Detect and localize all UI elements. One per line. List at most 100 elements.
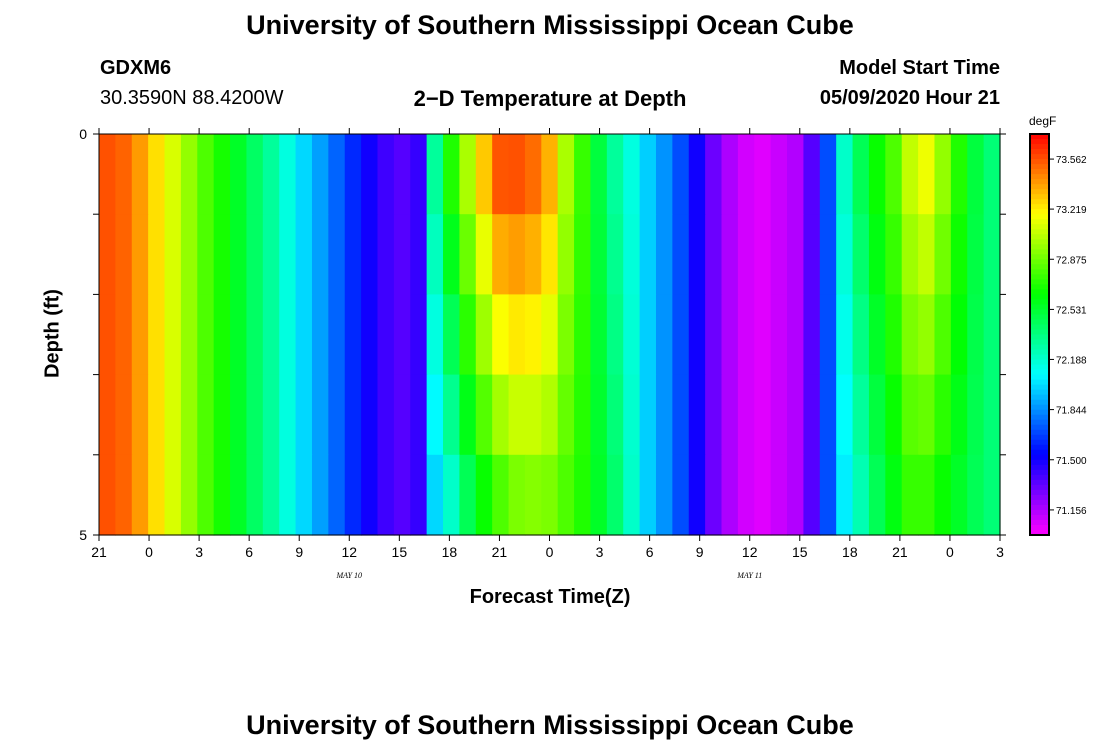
heatmap-cell [836,134,854,215]
heatmap-cell [623,134,641,215]
heatmap-cell [180,134,198,215]
heatmap-cell [574,454,592,536]
heatmap-cell [361,294,379,376]
heatmap-cell [410,294,428,376]
colorbar-segment [1030,494,1049,501]
heatmap-cell [213,134,231,215]
heatmap-cell [328,214,346,295]
x-tick-label: 21 [492,544,508,560]
colorbar-segment [1030,364,1049,371]
colorbar-segment [1030,314,1049,321]
colorbar-segment [1030,319,1049,326]
x-tick-label: 6 [245,544,253,560]
heatmap-cell [508,294,526,376]
heatmap-cell [885,134,903,215]
heatmap-cell [868,214,886,295]
heatmap-cell [705,134,723,215]
colorbar-segment [1030,144,1049,150]
colorbar-segment [1030,404,1049,411]
heatmap-cell [164,214,182,295]
heatmap-cell [705,374,723,456]
colorbar-unit: degF [1029,114,1057,128]
colorbar-segment [1030,464,1049,471]
heatmap-cell [311,454,329,536]
heatmap-cell [672,454,690,536]
x-tick-label: 0 [145,544,153,560]
heatmap-cell [754,374,772,456]
heatmap-cell [410,134,428,215]
heatmap-cell [868,294,886,376]
heatmap-cell [279,134,297,215]
colorbar-segment [1030,189,1049,195]
heatmap-cell [377,374,395,456]
heatmap-cell [279,294,297,376]
heatmap-cell [885,374,903,456]
heatmap-cell [787,214,805,295]
heatmap-cell [410,454,428,536]
colorbar-segment [1030,369,1049,376]
colorbar-tick-label: 73.219 [1056,205,1087,216]
heatmap-cell [770,374,788,456]
y-axis-label: Depth (ft) [41,289,64,378]
heatmap-cell [410,214,428,295]
plot-title: 2−D Temperature at Depth [413,86,687,111]
heatmap-cell [639,374,657,456]
heatmap-cell [115,134,133,215]
colorbar-frame [1029,133,1050,536]
colorbar-segment [1030,159,1049,165]
heatmap-cell [885,454,903,536]
footer-title: University of Southern Mississippi Ocean… [246,710,854,740]
heatmap-cell [918,454,936,536]
heatmap-cell [328,294,346,376]
heatmap-cell [459,374,477,456]
heatmap-cell [295,214,313,295]
heatmap-cell [934,454,952,536]
heatmap-cell [410,374,428,456]
colorbar-segment [1030,409,1049,416]
colorbar-segment [1030,214,1049,220]
heatmap-cell [705,454,723,536]
colorbar-segment [1030,449,1049,456]
heatmap-cell [918,294,936,376]
heatmap-cell [901,214,919,295]
colorbar-segment [1030,429,1049,436]
colorbar-segment [1030,509,1049,516]
heatmap-cell [230,454,248,536]
heatmap-cell [148,134,166,215]
heatmap-cell [541,294,559,376]
heatmap-cell [688,294,706,376]
colorbar-segment [1030,234,1049,240]
colorbar-segment [1030,454,1049,461]
heatmap-cell [836,374,854,456]
colorbar-segment [1030,359,1049,366]
heatmap-cell [148,454,166,536]
colorbar-segment [1030,474,1049,481]
heatmap-cell [393,134,411,215]
heatmap-cell [197,214,215,295]
heatmap-cell [787,294,805,376]
heatmap-cell [950,454,968,536]
heatmap-cell [852,454,870,536]
colorbar-segment [1030,254,1049,260]
heatmap-cell [213,214,231,295]
heatmap-cell [655,294,673,376]
heatmap-cell [885,214,903,295]
heatmap-cell [868,374,886,456]
heatmap-cell [672,374,690,456]
heatmap-cell [754,294,772,376]
heatmap-cell [541,454,559,536]
heatmap-cell [901,374,919,456]
colorbar-segment [1030,354,1049,361]
heatmap-cell [852,294,870,376]
heatmap-cell [950,214,968,295]
colorbar-segment [1030,174,1049,180]
heatmap-cell [344,454,362,536]
heatmap-cell [426,134,444,215]
heatmap-cell [115,454,133,536]
heatmap-cell [557,374,575,456]
colorbar-segment [1030,239,1049,245]
heatmap-cell [475,134,493,215]
heatmap-cell [131,214,149,295]
heatmap-cell [852,214,870,295]
